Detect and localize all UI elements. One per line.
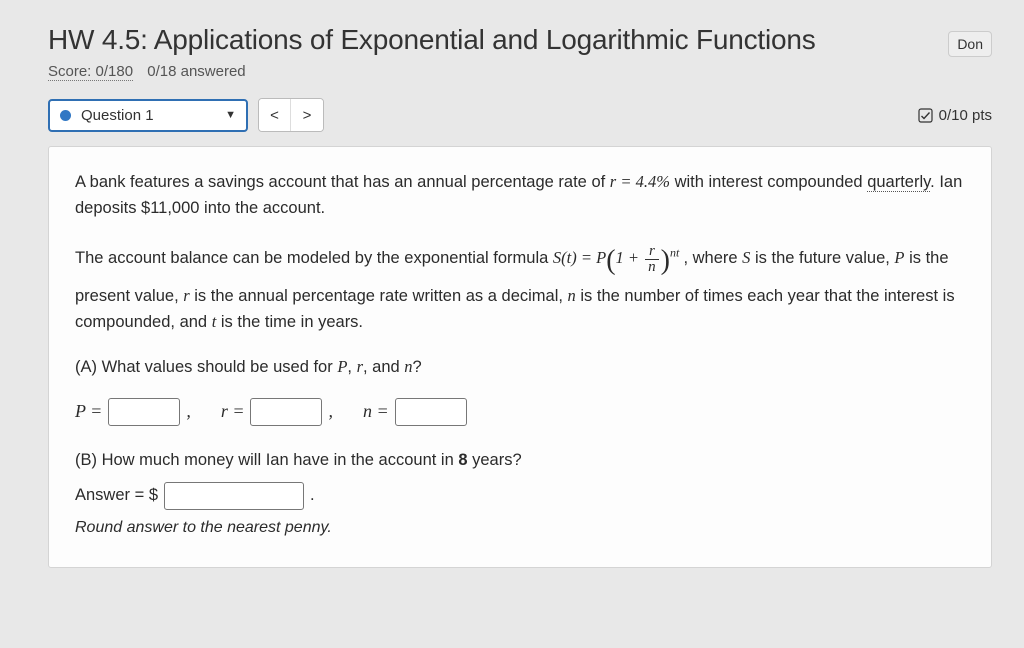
question-intro: A bank features a savings account that h…: [75, 169, 965, 221]
prev-question-button[interactable]: <: [259, 99, 291, 131]
part-a-prompt: (A) What values should be used for P, r,…: [75, 354, 965, 381]
answered-count: 0/18 answered: [147, 63, 245, 80]
label-r: r =: [221, 398, 245, 426]
question-formula-para: The account balance can be modeled by th…: [75, 239, 965, 336]
question-selector[interactable]: Question 1 ▼: [48, 99, 248, 132]
page-title: HW 4.5: Applications of Exponential and …: [48, 24, 816, 56]
score-label: Score: 0/180: [48, 63, 133, 81]
status-dot-icon: [60, 110, 71, 121]
question-nav: < >: [258, 98, 324, 132]
input-n[interactable]: [395, 398, 467, 426]
next-question-button[interactable]: >: [291, 99, 323, 131]
part-b-prompt: (B) How much money will Ian have in the …: [75, 448, 965, 474]
part-a-inputs: P = , r = , n =: [75, 398, 965, 426]
input-r[interactable]: [250, 398, 322, 426]
round-note: Round answer to the nearest penny.: [75, 516, 965, 541]
input-answer-b[interactable]: [164, 482, 304, 510]
points-indicator: 0/10 pts: [918, 107, 992, 124]
question-card: A bank features a savings account that h…: [48, 146, 992, 568]
checkbox-icon: [918, 108, 933, 123]
answer-label: Answer = $: [75, 483, 158, 509]
label-p: P =: [75, 398, 102, 426]
score-line: Score: 0/180 0/18 answered: [48, 63, 992, 80]
question-selector-label: Question 1: [81, 107, 154, 124]
input-p[interactable]: [108, 398, 180, 426]
label-n: n =: [363, 398, 389, 426]
done-button[interactable]: Don: [948, 31, 992, 57]
chevron-down-icon: ▼: [225, 109, 236, 121]
points-text: 0/10 pts: [939, 107, 992, 124]
